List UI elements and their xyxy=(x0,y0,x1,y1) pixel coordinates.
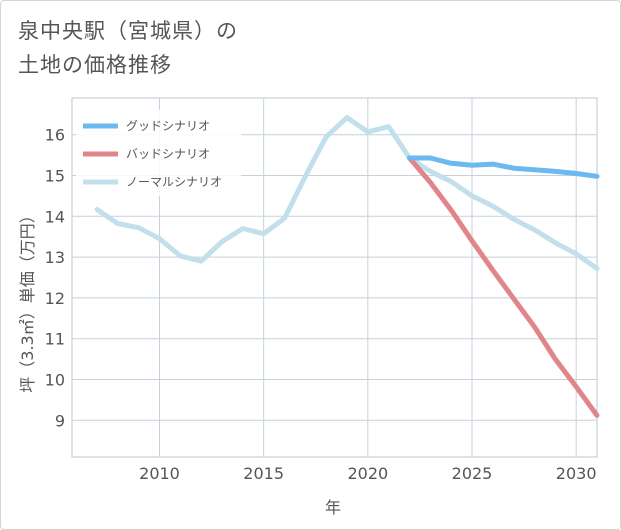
y-tick-label: 11 xyxy=(45,330,65,349)
series-line-1 xyxy=(407,155,600,418)
y-tick-label: 10 xyxy=(45,370,65,389)
x-tick-label: 2015 xyxy=(243,464,284,483)
x-tick-label: 2030 xyxy=(556,464,597,483)
title-line-1: 泉中央駅（宮城県）の xyxy=(18,19,238,43)
x-tick-label: 2010 xyxy=(139,464,180,483)
title-line-2: 土地の価格推移 xyxy=(18,53,172,77)
y-tick-label: 9 xyxy=(55,411,65,430)
series-line-2 xyxy=(94,115,600,271)
plot-frame xyxy=(71,97,598,458)
y-tick-label: 15 xyxy=(45,167,65,186)
legend-label: ノーマルシナリオ xyxy=(126,175,222,189)
x-tick-label: 2025 xyxy=(452,464,493,483)
series-lines xyxy=(94,115,600,418)
page-title: 泉中央駅（宮城県）の 土地の価格推移 xyxy=(18,14,238,82)
legend-label: グッドシナリオ xyxy=(126,119,210,133)
y-tick-label: 12 xyxy=(45,289,65,308)
y-tick-label: 13 xyxy=(45,248,65,267)
x-tick-label: 2020 xyxy=(347,464,388,483)
series-line-0 xyxy=(407,155,600,179)
x-axis-title: 年 xyxy=(325,498,341,517)
y-axis-title: 坪（3.3㎡）単価（万円） xyxy=(18,207,37,392)
legend-label: バッドシナリオ xyxy=(126,147,210,161)
y-tick-label: 16 xyxy=(45,126,65,145)
y-tick-label: 14 xyxy=(45,207,65,226)
ticks: 2010 2015 2020 2025 2030 9 10 11 12 13 14 15 16 xyxy=(45,126,597,483)
